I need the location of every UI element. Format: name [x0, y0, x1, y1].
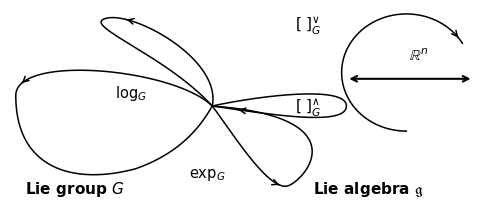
Text: $\exp_{G}$: $\exp_{G}$ [189, 167, 226, 183]
Text: $\mathbb{R}^n$: $\mathbb{R}^n$ [409, 47, 428, 64]
Text: $[\;]^{\vee}_{G}$: $[\;]^{\vee}_{G}$ [295, 16, 321, 37]
Text: $\log_{G}$: $\log_{G}$ [115, 84, 147, 103]
Text: Lie algebra $\mathfrak{g}$: Lie algebra $\mathfrak{g}$ [313, 180, 423, 199]
Text: $[\;]^{\wedge}_{G}$: $[\;]^{\wedge}_{G}$ [295, 98, 321, 119]
Text: Lie group $G$: Lie group $G$ [26, 180, 125, 199]
